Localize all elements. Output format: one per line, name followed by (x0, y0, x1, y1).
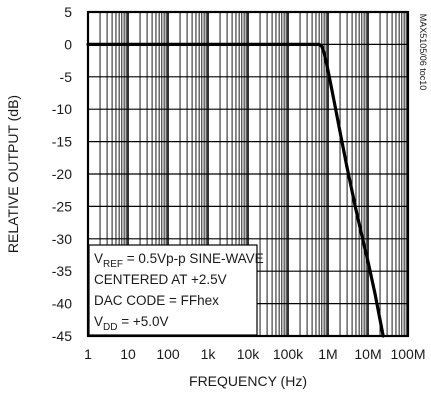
y-tick-label: -20 (52, 166, 72, 182)
annotation-line: DAC CODE = FFhex (94, 293, 219, 308)
x-axis-label: FREQUENCY (Hz) (189, 373, 307, 389)
y-tick-label: -25 (52, 198, 72, 214)
x-tick-label: 100k (273, 346, 304, 362)
y-tick-labels: 5 0 -5 -10 -15 -20 -25 -30 -35 -40 -45 (52, 4, 72, 344)
x-tick-labels: 1 10 100 1k 10k 100k 1M 10M 100M (84, 346, 425, 362)
y-tick-label: -15 (52, 134, 72, 150)
x-tick-label: 1k (201, 346, 217, 362)
y-tick-label: 5 (64, 4, 72, 20)
plot-frame (86, 10, 410, 338)
annotation-background (88, 244, 258, 336)
y-tick-label: -40 (52, 296, 72, 312)
series-line (86, 42, 385, 338)
x-tick-label: 10 (120, 346, 136, 362)
annotation-box: VREF = 0.5Vp-p SINE-WAVE CENTERED AT +2.5… (88, 244, 264, 336)
annotation-line: CENTERED AT +2.5V (94, 272, 227, 287)
y-tick-label: -30 (52, 231, 72, 247)
y-tick-label: -45 (52, 328, 72, 344)
y-tick-label: -5 (60, 69, 73, 85)
x-tick-label: 10k (237, 346, 261, 362)
y-axis-label: RELATIVE OUTPUT (dB) (5, 95, 21, 253)
x-tick-label: 100M (390, 346, 425, 362)
x-tick-label: 1M (318, 346, 337, 362)
x-tick-label: 100 (156, 346, 180, 362)
annotation-line: VREF = 0.5Vp-p SINE-WAVE (94, 251, 264, 270)
figure-code: MAX5105/06 toc10 (418, 14, 428, 91)
annotation-line: VDD = +5.0V (94, 314, 169, 333)
x-tick-label: 1 (84, 346, 92, 362)
y-tick-label: -35 (52, 263, 72, 279)
y-tick-label: 0 (64, 36, 72, 52)
x-tick-label: 10M (354, 346, 381, 362)
y-tick-label: -10 (52, 101, 72, 117)
